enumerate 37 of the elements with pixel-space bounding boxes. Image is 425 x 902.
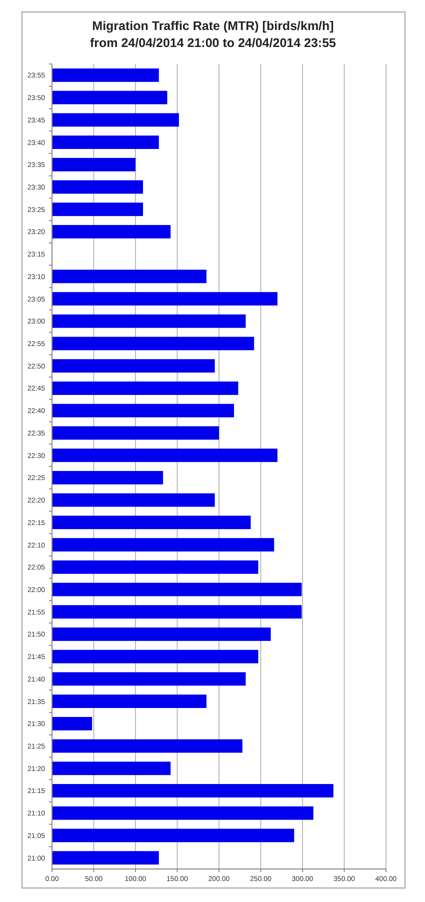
bar (52, 762, 171, 776)
bar (52, 538, 274, 552)
bar (52, 314, 246, 328)
bar (52, 136, 159, 149)
chart-title: Migration Traffic Rate (MTR) [birds/km/h] (92, 19, 334, 33)
bar (52, 716, 92, 730)
bar (52, 650, 258, 664)
bar (52, 560, 258, 574)
bar (52, 605, 302, 619)
bar (52, 851, 159, 865)
bar (52, 470, 164, 484)
bar (52, 404, 234, 418)
bar (52, 493, 215, 507)
bar (52, 158, 136, 172)
bar (52, 628, 271, 641)
bar (52, 672, 246, 686)
bar (52, 582, 302, 596)
bar (52, 426, 219, 440)
bar (52, 382, 238, 395)
bar (52, 113, 179, 127)
bar (52, 90, 168, 104)
bar (52, 516, 251, 530)
bar (52, 202, 144, 216)
bar (52, 68, 159, 82)
chart-subtitle: from 24/04/2014 21:00 to 24/04/2014 23:55 (90, 36, 336, 50)
bar (52, 784, 334, 798)
bar (52, 180, 144, 194)
bar (52, 694, 206, 708)
bar (52, 336, 254, 350)
bar (52, 739, 242, 753)
bar (52, 806, 314, 820)
bar (52, 292, 278, 306)
bar (52, 270, 206, 284)
bar (52, 828, 294, 842)
bar (52, 225, 171, 238)
bar (52, 448, 278, 462)
bar (52, 359, 215, 373)
